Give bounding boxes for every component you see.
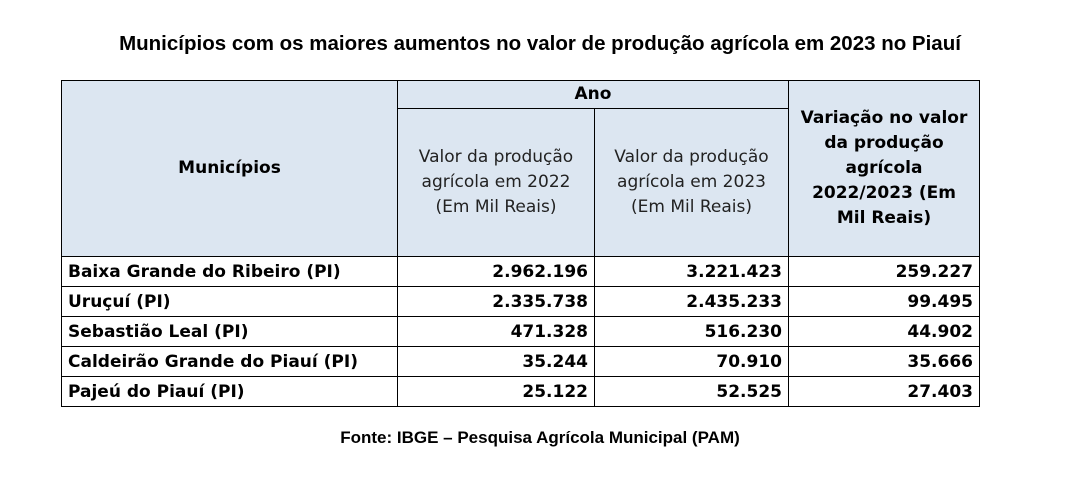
cell-valor-2022: 2.962.196 [397,256,595,287]
production-table: Municípios Ano Variação no valor da prod… [61,80,980,407]
cell-valor-2023: 52.525 [594,376,789,407]
cell-valor-2022: 25.122 [397,376,595,407]
header-valor-2022: Valor da produção agrícola em 2022 (Em M… [397,108,595,257]
cell-valor-2023: 3.221.423 [594,256,789,287]
header-municipios: Municípios [61,80,398,257]
cell-variacao: 27.403 [788,376,980,407]
header-variacao: Variação no valor da produção agrícola 2… [788,80,980,257]
cell-municipio: Baixa Grande do Ribeiro (PI) [61,256,398,287]
cell-valor-2023: 2.435.233 [594,286,789,317]
cell-valor-2022: 35.244 [397,346,595,377]
table-row: Caldeirão Grande do Piauí (PI) 35.244 70… [61,346,980,377]
cell-municipio: Pajeú do Piauí (PI) [61,376,398,407]
header-ano: Ano [397,80,789,109]
cell-valor-2023: 70.910 [594,346,789,377]
cell-valor-2023: 516.230 [594,316,789,347]
table-row: Pajeú do Piauí (PI) 25.122 52.525 27.403 [61,376,980,407]
cell-valor-2022: 2.335.738 [397,286,595,317]
table-row: Sebastião Leal (PI) 471.328 516.230 44.9… [61,316,980,347]
cell-variacao: 35.666 [788,346,980,377]
table-row: Uruçuí (PI) 2.335.738 2.435.233 99.495 [61,286,980,317]
cell-municipio: Uruçuí (PI) [61,286,398,317]
cell-valor-2022: 471.328 [397,316,595,347]
cell-municipio: Sebastião Leal (PI) [61,316,398,347]
table-row: Baixa Grande do Ribeiro (PI) 2.962.196 3… [61,256,980,287]
table-title: Municípios com os maiores aumentos no va… [119,32,961,55]
cell-municipio: Caldeirão Grande do Piauí (PI) [61,346,398,377]
header-valor-2023: Valor da produção agrícola em 2023 (Em M… [594,108,789,257]
cell-variacao: 99.495 [788,286,980,317]
source-note: Fonte: IBGE – Pesquisa Agrícola Municipa… [340,428,740,447]
cell-variacao: 44.902 [788,316,980,347]
cell-variacao: 259.227 [788,256,980,287]
